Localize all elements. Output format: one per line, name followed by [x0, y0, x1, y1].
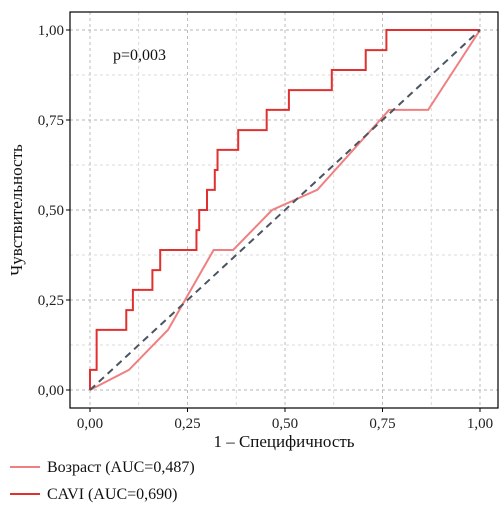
p-value-annotation: p=0,003 — [113, 47, 166, 64]
series-layer — [89, 29, 481, 391]
reference-diagonal-line — [89, 29, 481, 391]
x-tick-label: 0,00 — [77, 416, 103, 432]
x-tick-label: 0,75 — [369, 416, 395, 432]
x-tick-label: 0,50 — [272, 416, 298, 432]
x-tick-label: 0,25 — [174, 416, 200, 432]
y-tick-label: 0,25 — [38, 293, 64, 309]
roc-line-cavi — [89, 29, 480, 390]
y-axis-title: Чувствительность — [7, 144, 26, 276]
minor-grid — [70, 12, 498, 408]
legend-label-age: Возраст (AUC=0,487) — [47, 459, 195, 476]
y-tick-label: 1,00 — [38, 23, 64, 39]
legend: Возраст (AUC=0,487) CAVI (AUC=0,690) — [10, 459, 195, 503]
y-tick-label: 0,50 — [38, 203, 64, 219]
roc-line-age — [89, 29, 481, 391]
axis-ticks: 0,00 0,25 0,50 0,75 1,00 0,00 0,25 0,50 0,75 1,00 — [38, 23, 493, 432]
legend-label-cavi: CAVI (AUC=0,690) — [47, 486, 178, 503]
y-tick-label: 0,00 — [38, 383, 64, 399]
x-axis-title: 1 – Специфичность — [213, 432, 354, 451]
y-tick-label: 0,75 — [38, 113, 64, 129]
x-tick-label: 1,00 — [467, 416, 493, 432]
